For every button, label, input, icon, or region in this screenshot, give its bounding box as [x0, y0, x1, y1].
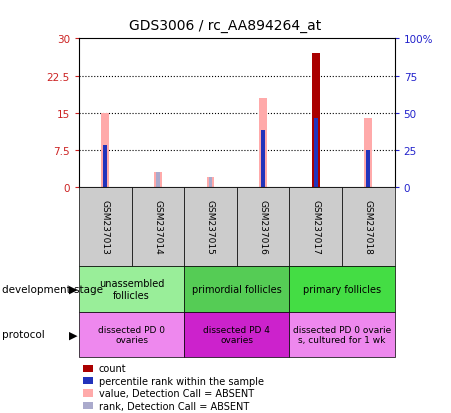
Text: dissected PD 4
ovaries: dissected PD 4 ovaries: [203, 325, 270, 344]
Bar: [261, 131, 265, 188]
Text: percentile rank within the sample: percentile rank within the sample: [99, 376, 264, 386]
Bar: [156, 173, 160, 188]
Text: primary follicles: primary follicles: [303, 284, 381, 294]
Text: dissected PD 0
ovaries: dissected PD 0 ovaries: [98, 325, 165, 344]
Bar: [103, 146, 107, 188]
Text: GSM237016: GSM237016: [258, 200, 267, 254]
Text: ▶: ▶: [69, 330, 77, 339]
Text: GSM237014: GSM237014: [153, 200, 162, 254]
Text: GDS3006 / rc_AA894264_at: GDS3006 / rc_AA894264_at: [129, 19, 322, 33]
Text: primordial follicles: primordial follicles: [192, 284, 282, 294]
Bar: [154, 173, 162, 188]
Text: ▶: ▶: [69, 284, 77, 294]
Text: GSM237017: GSM237017: [311, 200, 320, 254]
Bar: [367, 151, 370, 188]
Text: value, Detection Call = ABSENT: value, Detection Call = ABSENT: [99, 388, 254, 398]
Text: development stage: development stage: [2, 284, 103, 294]
Text: rank, Detection Call = ABSENT: rank, Detection Call = ABSENT: [99, 401, 249, 411]
Bar: [103, 146, 107, 188]
Bar: [314, 119, 318, 188]
Text: unassembled
follicles: unassembled follicles: [99, 278, 164, 300]
Text: dissected PD 0 ovarie
s, cultured for 1 wk: dissected PD 0 ovarie s, cultured for 1 …: [293, 325, 391, 344]
Bar: [259, 99, 267, 188]
Bar: [364, 119, 372, 188]
Text: GSM237013: GSM237013: [101, 200, 110, 254]
Bar: [261, 131, 265, 188]
Bar: [209, 178, 212, 188]
Bar: [312, 54, 320, 188]
Text: GSM237018: GSM237018: [364, 200, 373, 254]
Text: GSM237015: GSM237015: [206, 200, 215, 254]
Bar: [367, 151, 370, 188]
Bar: [101, 114, 109, 188]
Text: count: count: [99, 363, 126, 373]
Text: protocol: protocol: [2, 330, 45, 339]
Bar: [207, 178, 214, 188]
